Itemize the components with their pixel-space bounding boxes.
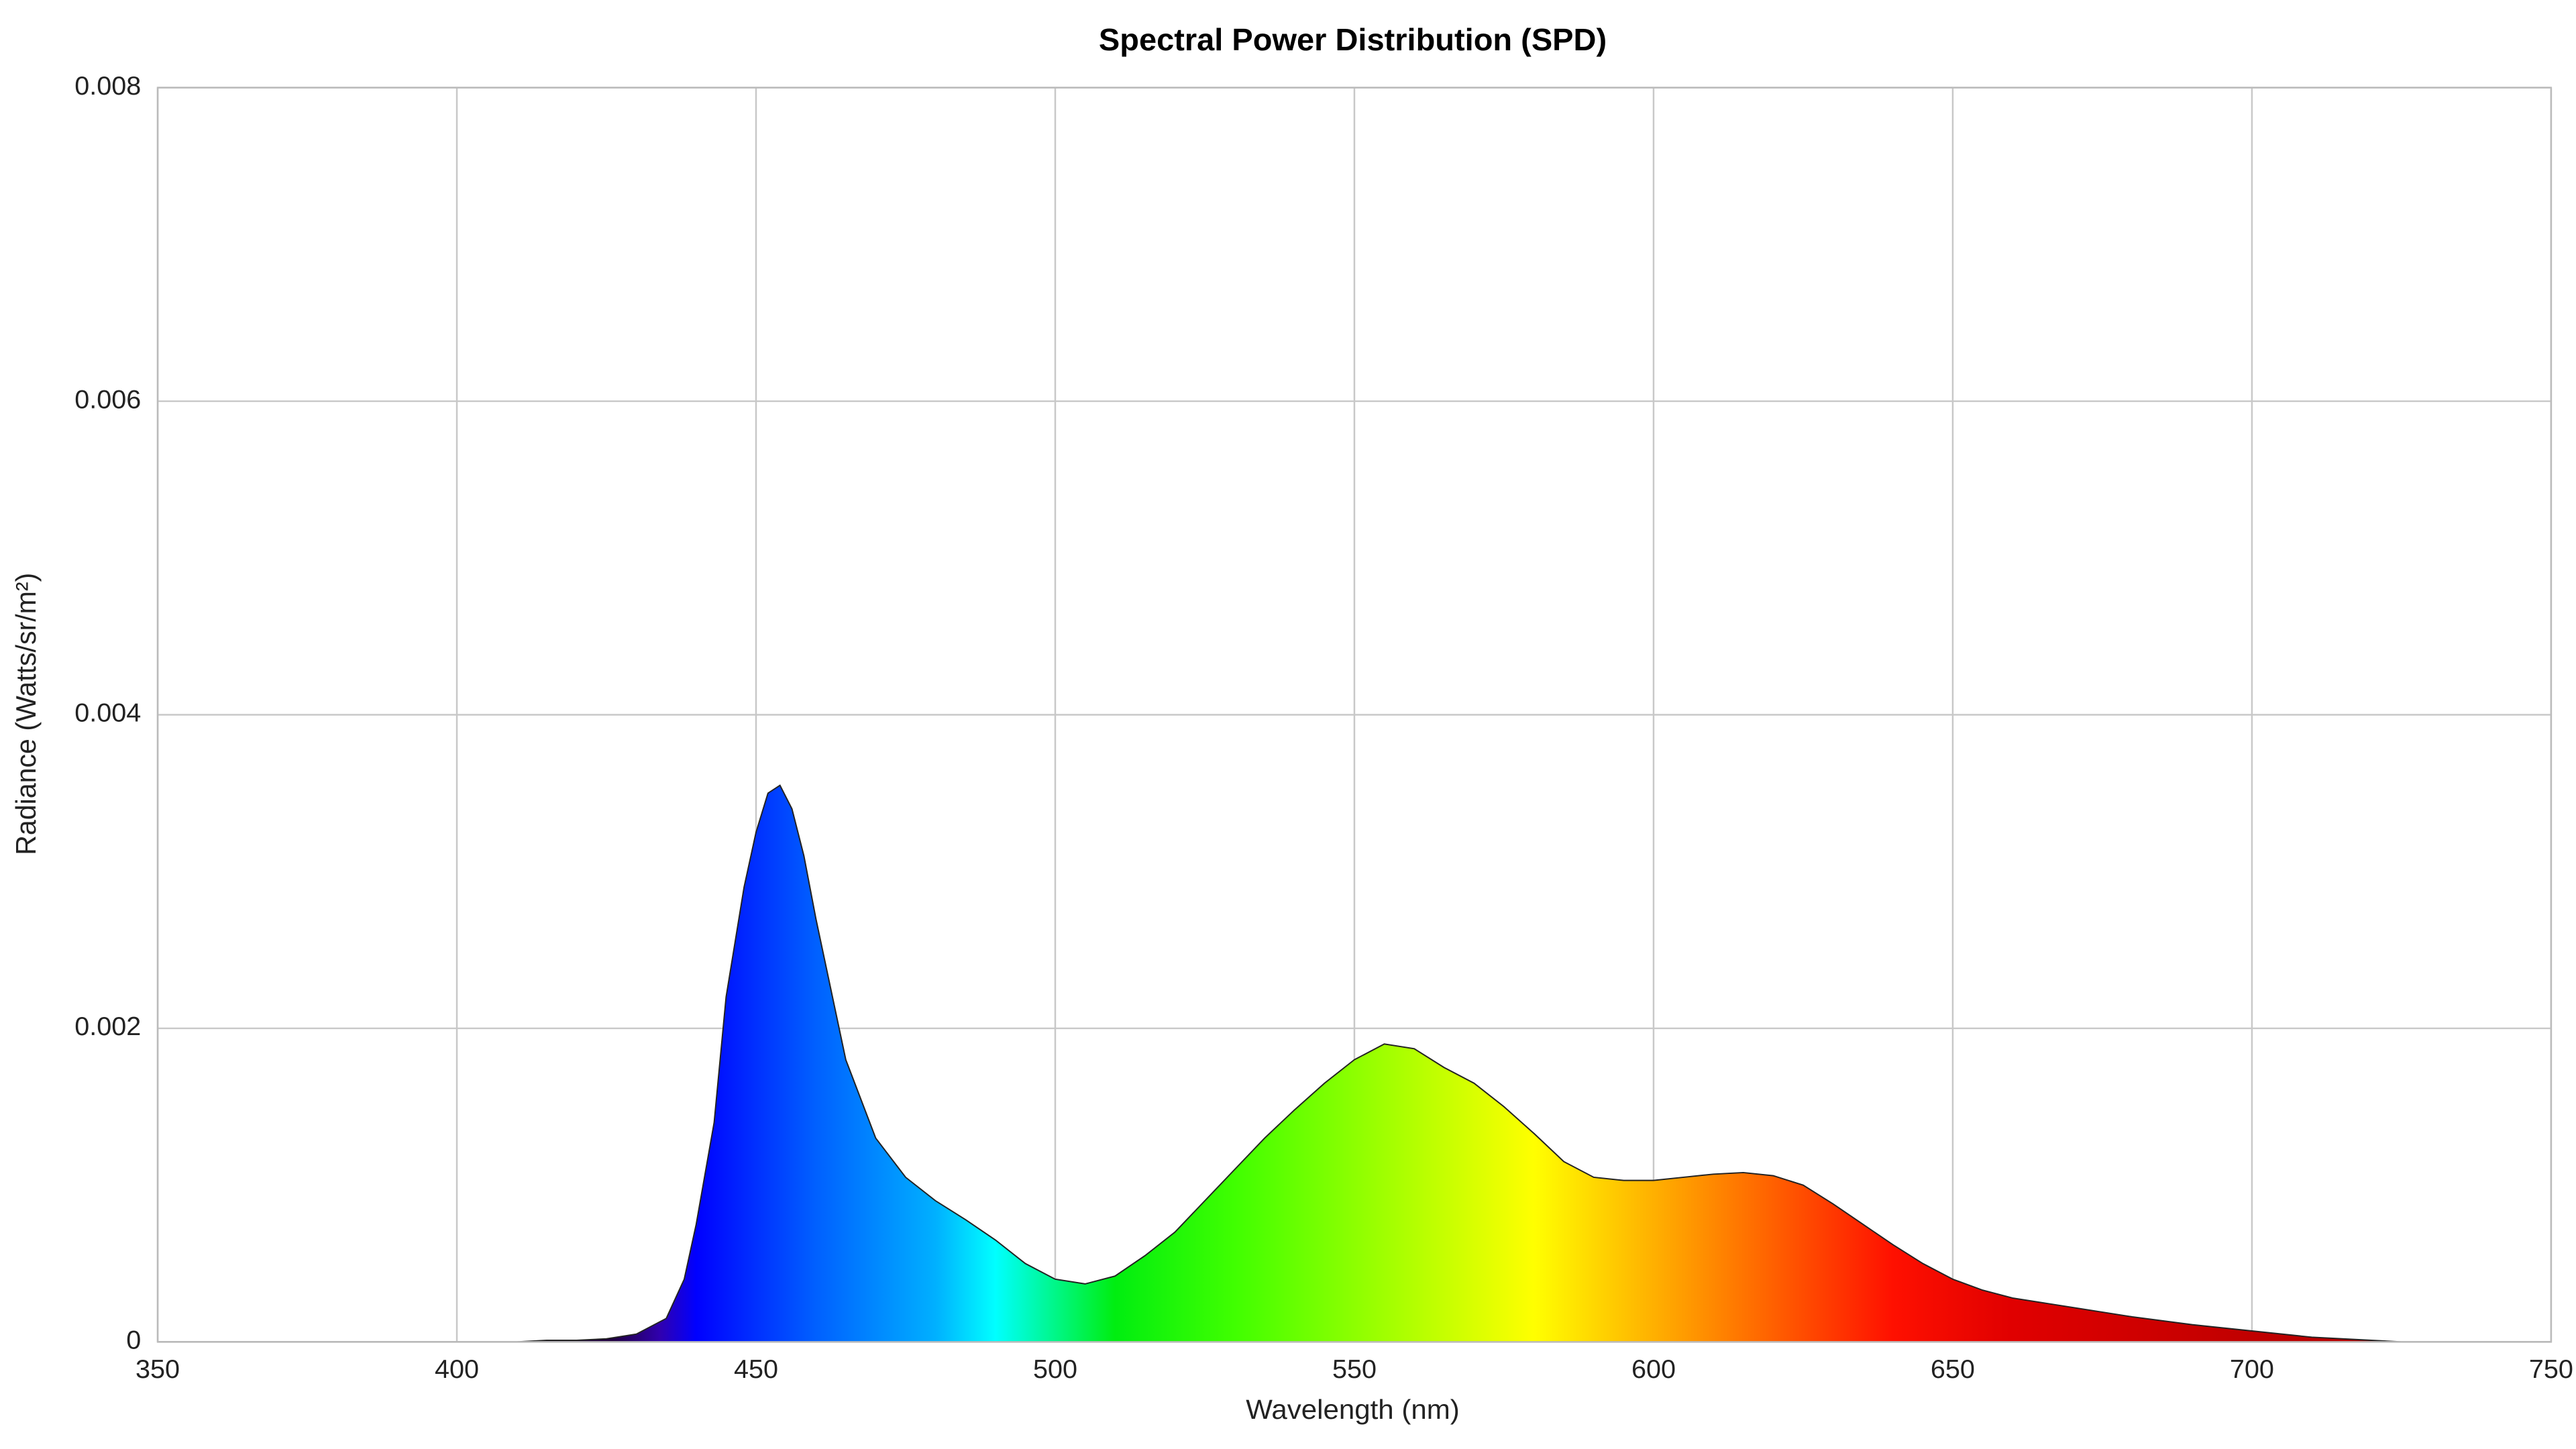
plot bbox=[158, 784, 2551, 1343]
grid: 350 400 450 500 550 600 650 700 750 0 0.002 0.004 0.… bbox=[74, 72, 2573, 1384]
plot-frame bbox=[156, 87, 2553, 1343]
y-tick-label: 0.006 bbox=[74, 386, 141, 415]
y-tick-label: 0.004 bbox=[74, 699, 141, 728]
y-tick-label: 0.002 bbox=[74, 1013, 141, 1042]
y-tick-label: 0 bbox=[126, 1326, 141, 1355]
x-tick-label: 400 bbox=[435, 1356, 479, 1385]
x-axis-label: Wavelength (nm) bbox=[1246, 1394, 1460, 1425]
x-tick-label: 700 bbox=[2230, 1356, 2274, 1385]
x-tick-label: 500 bbox=[1033, 1356, 1077, 1385]
spectrum-line bbox=[158, 784, 2551, 1343]
x-tick-label: 350 bbox=[136, 1356, 180, 1385]
y-axis-label: Radiance (Watts/sr/m²) bbox=[10, 573, 42, 855]
y-tick-label: 0.008 bbox=[74, 72, 141, 101]
x-tick-label: 750 bbox=[2529, 1356, 2573, 1385]
x-tick-label: 650 bbox=[1931, 1356, 1975, 1385]
x-tick-label: 600 bbox=[1631, 1356, 1676, 1385]
spectrum-area bbox=[158, 785, 2551, 1342]
chart-title: Spectral Power Distribution (SPD) bbox=[1099, 23, 1607, 57]
x-tick-label: 550 bbox=[1332, 1356, 1377, 1385]
x-tick-label: 450 bbox=[734, 1356, 778, 1385]
